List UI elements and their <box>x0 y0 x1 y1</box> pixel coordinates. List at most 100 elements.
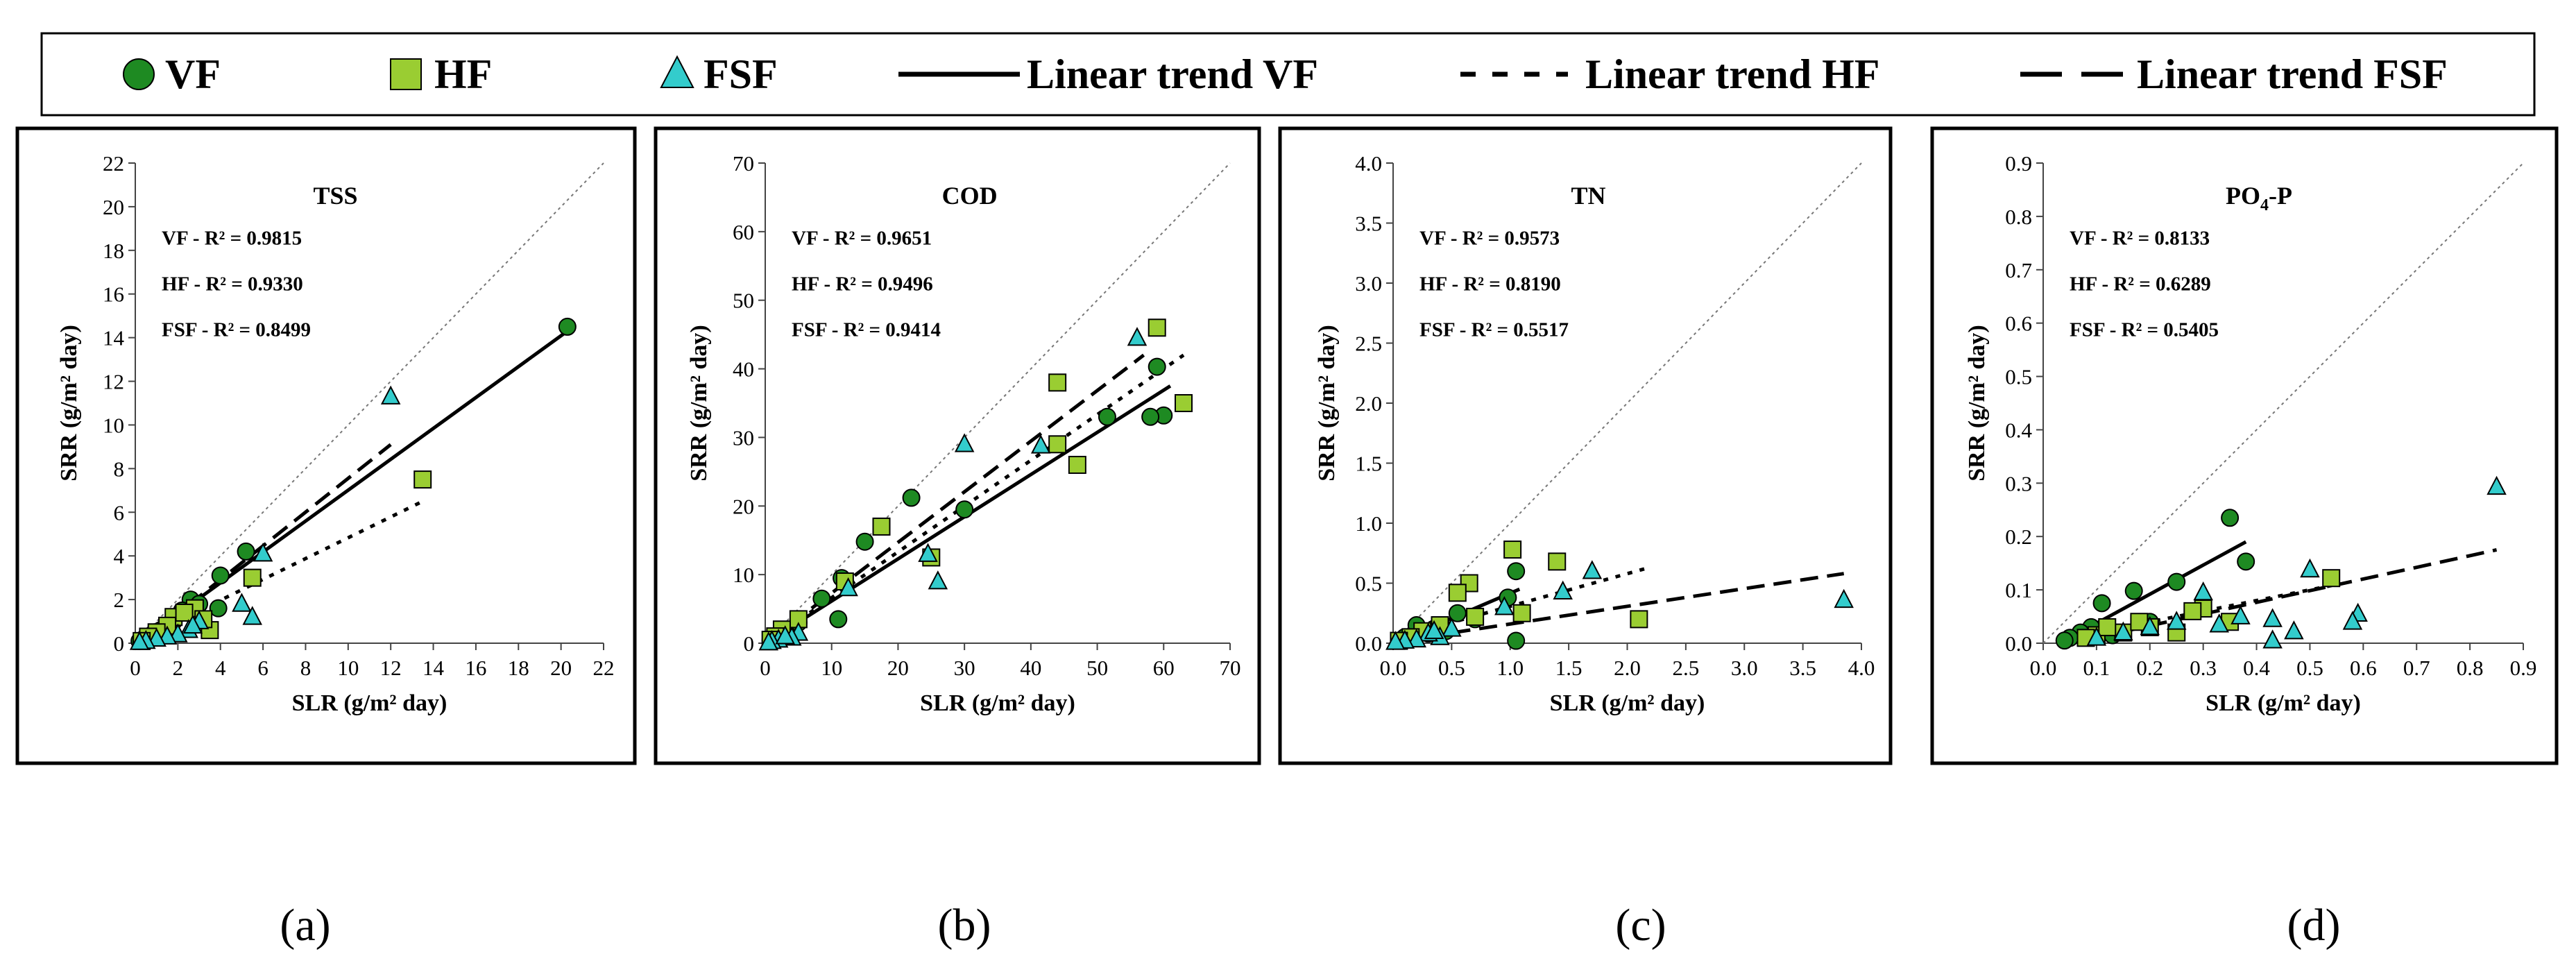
panel-b-x-tick-0: 0 <box>760 656 771 680</box>
panel-c-y-tick-8: 4.0 <box>1355 151 1382 176</box>
panel-b-title: COD <box>942 182 998 210</box>
panel-b-hf-point-2 <box>1048 373 1067 392</box>
panel-b-y-axis-label: SRR (g/m² day) <box>686 325 712 482</box>
panel-c-x-tick-1: 0.5 <box>1438 656 1465 680</box>
legend-linear-trend-vf-label: Linear trend VF <box>1027 51 1318 97</box>
panel-c-x-axis-label: SLR (g/m² day) <box>1550 690 1705 716</box>
panel-label-b: (b) <box>938 900 991 951</box>
panel-b-hf-point-5 <box>872 517 891 536</box>
panel-d-fsf-point-9 <box>2166 611 2187 630</box>
panel-c-vf-point-0 <box>1507 562 1526 581</box>
panel-b-y-tick-4: 40 <box>733 357 754 382</box>
panel-label-a: (a) <box>280 900 330 951</box>
panel-d-x-tick-3: 0.3 <box>2190 656 2217 680</box>
panel-c-y-axis-label: SRR (g/m² day) <box>1314 325 1340 482</box>
panel-d: 0.0 0.1 0.2 0.3 0.4 0.5 0.6 0.7 0.8 0.9 0.0 0.1 0.2 0… <box>1930 126 2559 765</box>
panel-d-fsf-point-11 <box>2113 621 2133 640</box>
panel-c-title: TN <box>1571 182 1606 210</box>
panel-b-r2-2: FSF - R² = 0.9414 <box>792 319 941 341</box>
panel-b-vf-point-4 <box>955 500 974 519</box>
panel-a-fsf-point-9 <box>129 631 150 650</box>
panel-d-vf-point-8 <box>2055 631 2074 650</box>
panel-d-hf-point-9 <box>2098 618 2117 636</box>
panel-b-frame <box>654 126 1261 765</box>
panel-c-linear-trend-fsf <box>1399 572 1845 643</box>
panel-b-vf-point-2 <box>1141 407 1160 426</box>
panel-d-y-tick-9: 0.9 <box>2005 151 2032 176</box>
panel-a-fsf-point-6 <box>157 625 178 645</box>
panel-a-x-tick-0: 0 <box>130 656 141 680</box>
panel-a-x-tick-6: 12 <box>380 656 402 680</box>
panel-c-fsf-point-3 <box>1494 596 1515 615</box>
panel-a-linear-trend-fsf <box>144 443 392 640</box>
panel-d-x-tick-6: 0.6 <box>2350 656 2377 680</box>
panel-b-x-axis-label: SLR (g/m² day) <box>920 690 1075 716</box>
legend-hf-label: HF <box>434 51 492 97</box>
legend-vf-label: VF <box>165 51 221 97</box>
panel-a-x-tick-4: 8 <box>300 656 312 680</box>
panel-b-fsf-point-4 <box>918 543 938 562</box>
legend-vf-marker <box>123 58 155 90</box>
panel-a-x-tick-8: 16 <box>465 656 486 680</box>
legend: VF HF FSF Linear trend VF Linear trend HF Lin… <box>40 32 2536 117</box>
panel-c-y-tick-6: 3.0 <box>1355 271 1382 296</box>
panel-a-y-tick-9: 18 <box>103 239 124 263</box>
panel-a-y-tick-2: 4 <box>114 544 125 568</box>
panels: 0 2 4 6 8 10 12 14 16 18 20 22 0 2 4 6 8 10 12 14 16 18 20 22 SL… <box>15 126 2559 765</box>
panel-a-x-tick-3: 6 <box>257 656 268 680</box>
panel-b-fsf-point-1 <box>1030 434 1051 454</box>
panel-b-vf-point-0 <box>1148 357 1166 376</box>
panel-a-y-tick-7: 14 <box>103 326 125 350</box>
panel-d-x-tick-4: 0.4 <box>2243 656 2270 680</box>
panel-a-hf-point-1 <box>243 568 262 587</box>
panel-d-x-tick-8: 0.8 <box>2457 656 2484 680</box>
panel-d-y-tick-4: 0.4 <box>2005 418 2032 442</box>
panel-a-frame <box>15 126 637 765</box>
legend-linear-trend-hf-label: Linear trend HF <box>1585 51 1879 97</box>
panel-c-r2-1: HF - R² = 0.8190 <box>1419 273 1561 296</box>
panel-b-r2-0: VF - R² = 0.9651 <box>792 228 932 250</box>
panel-d-x-tick-9: 0.9 <box>2510 656 2537 680</box>
panel-a-fsf-point-7 <box>146 627 167 647</box>
panel-d-vf-point-3 <box>2124 581 2143 600</box>
panel-a-fsf-point-1 <box>253 543 273 562</box>
panel-d-fsf-point-8 <box>2193 581 2213 601</box>
panel-a-vf-point-0 <box>558 317 577 336</box>
panel-c-y-tick-0: 0.0 <box>1355 631 1382 656</box>
panel-c-fsf-point-1 <box>1582 560 1603 579</box>
panel-d-vf-point-4 <box>2092 594 2111 613</box>
panel-d-y-tick-7: 0.7 <box>2005 258 2032 282</box>
panel-d-title: PO4-P <box>2226 182 2292 214</box>
panel-b-x-tick-7: 70 <box>1220 656 1241 680</box>
panel-c-x-tick-6: 3.0 <box>1731 656 1758 680</box>
panel-d-one-to-one-line <box>2042 162 2524 644</box>
panel-b-hf-point-0 <box>1148 318 1166 337</box>
panel-d-y-tick-2: 0.2 <box>2005 525 2032 549</box>
panel-a-y-tick-11: 22 <box>103 151 124 176</box>
panel-d-y-tick-0: 0.0 <box>2005 631 2032 656</box>
panel-a-x-tick-11: 22 <box>593 656 615 680</box>
panel-a-fsf-point-0 <box>380 385 401 405</box>
panel-a-fsf-point-2 <box>232 593 252 612</box>
panel-c-hf-point-0 <box>1503 541 1522 559</box>
panel-d-fsf-point-6 <box>2262 629 2283 649</box>
panel-c-fsf-point-7 <box>1406 628 1426 648</box>
panel-d-fsf-point-7 <box>2230 605 2251 624</box>
panel-a-x-axis-label: SLR (g/m² day) <box>292 690 447 716</box>
panel-b-y-tick-3: 30 <box>733 425 754 450</box>
panel-c-x-tick-8: 4.0 <box>1848 656 1875 680</box>
panel-b-vf-point-6 <box>855 532 874 551</box>
panel-b-y-tick-6: 60 <box>733 220 754 244</box>
panel-b-hf-point-4 <box>1068 455 1086 474</box>
panel-d-x-axis-label: SLR (g/m² day) <box>2206 690 2361 716</box>
panel-a-x-tick-5: 10 <box>337 656 359 680</box>
panel-d-r2-1: HF - R² = 0.6289 <box>2070 273 2211 296</box>
panel-c-x-tick-3: 1.5 <box>1555 656 1583 680</box>
panel-d-x-tick-5: 0.5 <box>2296 656 2323 680</box>
panel-c-hf-point-5 <box>1512 604 1531 622</box>
panel-a-y-tick-10: 20 <box>103 195 124 219</box>
panel-b-fsf-point-0 <box>1127 327 1148 346</box>
panel-c-vf-point-2 <box>1507 631 1526 650</box>
panel-d-fsf-point-0 <box>2487 475 2507 495</box>
